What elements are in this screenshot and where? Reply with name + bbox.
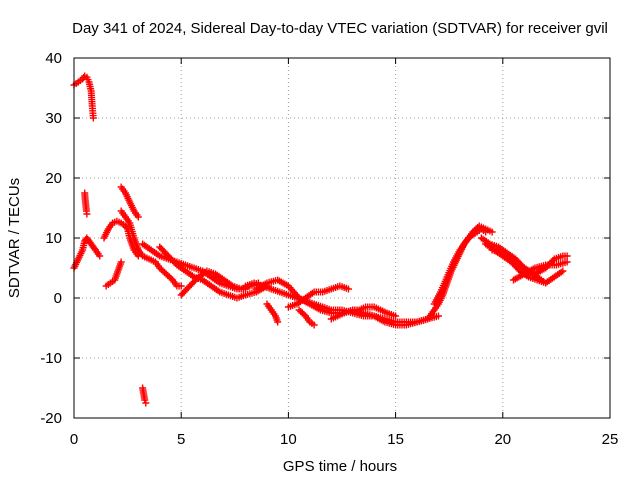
data-point	[563, 258, 571, 266]
y-tick-label: 40	[45, 50, 62, 67]
x-tick-label: 5	[177, 431, 185, 448]
data-point	[96, 252, 104, 260]
data-point	[300, 311, 308, 318]
series-track-p	[295, 306, 318, 329]
series-track-q	[327, 303, 400, 323]
y-tick-label: 20	[45, 170, 62, 187]
series-track-h	[139, 384, 150, 407]
y-tick-label: -20	[40, 410, 62, 427]
data-point	[344, 285, 352, 293]
x-axis-label: GPS time / hours	[283, 458, 397, 475]
x-tick-label: 15	[387, 431, 404, 448]
series-track-n	[263, 300, 282, 326]
series-track-d	[102, 258, 125, 290]
series-track-f	[117, 183, 142, 221]
data-point	[563, 252, 571, 260]
grid	[74, 58, 610, 418]
data-point	[83, 210, 91, 218]
data-point	[142, 399, 150, 407]
data-point	[89, 114, 97, 122]
x-tick-label: 0	[70, 431, 78, 448]
series-track-s	[430, 222, 496, 308]
series-track-o	[284, 282, 352, 311]
data-point	[117, 258, 125, 266]
series-track-g	[117, 207, 185, 290]
y-tick-label: 30	[45, 110, 62, 127]
y-axis-label: SDTVAR / TECUs	[6, 178, 23, 298]
data-point	[434, 312, 442, 320]
y-tick-label: 10	[45, 230, 62, 247]
series-track-a	[70, 72, 97, 122]
series-track-w	[510, 258, 571, 284]
series-track-r	[424, 225, 490, 323]
data-point	[488, 228, 496, 236]
data-point	[392, 312, 400, 320]
y-tick-label: 0	[54, 290, 62, 307]
chart-title: Day 341 of 2024, Sidereal Day-to-day VTE…	[72, 20, 608, 37]
data-point	[549, 257, 557, 264]
data-point	[274, 318, 282, 326]
data-point	[167, 275, 175, 282]
x-tick-label: 25	[602, 431, 619, 448]
data-point	[177, 282, 185, 290]
data-points	[70, 72, 571, 407]
data-point	[310, 321, 318, 329]
x-tick-label: 20	[494, 431, 511, 448]
x-tick-label: 10	[280, 431, 297, 448]
series-track-b	[70, 234, 104, 272]
series-track-c	[81, 189, 91, 218]
data-point	[559, 267, 567, 275]
data-point	[134, 213, 142, 221]
axes: 0 5 10 15 20 25 -20 -10 0 10 20 30 40	[40, 50, 618, 448]
y-tick-label: -10	[40, 350, 62, 367]
